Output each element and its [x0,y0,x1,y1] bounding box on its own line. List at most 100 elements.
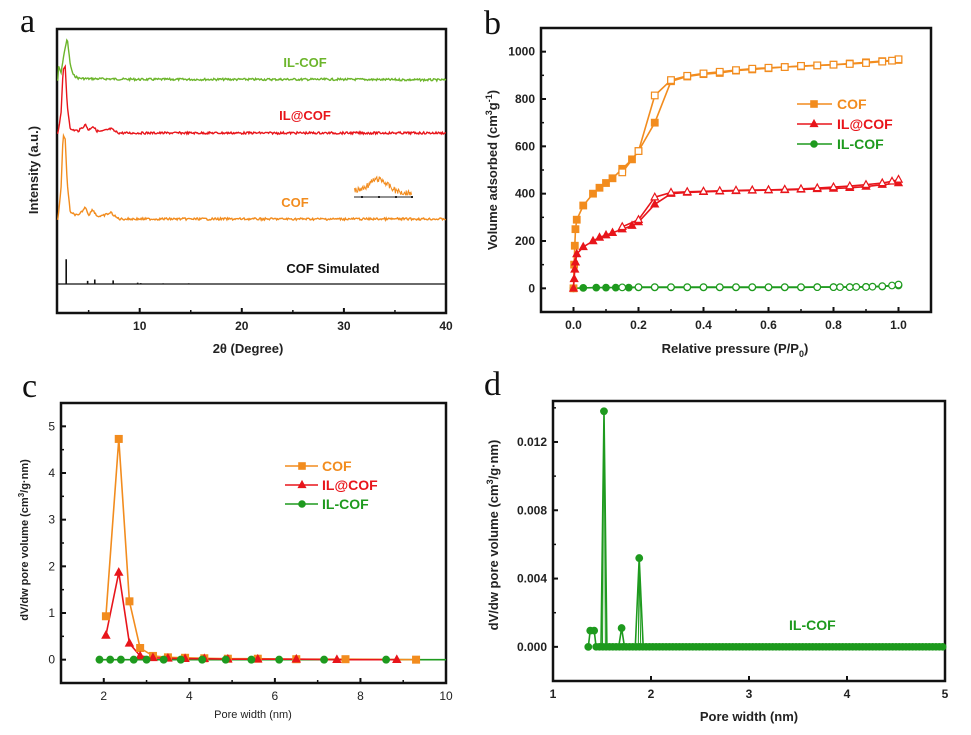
desorption-point-cof [797,61,805,70]
panel-b-y-tick-label: 600 [515,139,535,153]
panel-a-ylabel: Intensity (a.u.) [26,126,41,214]
point-il-cof [106,655,115,664]
desorption-point-il-cof [699,283,708,292]
desorption-point-il-cof [748,283,757,292]
adsorption-point-cof [579,201,588,210]
desorption-point-il-cof [747,184,757,194]
series-label: COF Simulated [286,261,379,276]
desorption-point-il-cof [813,283,822,292]
adsorption-point-il-cof [650,199,660,208]
inset-tick [395,196,397,198]
xrd-trace-il-cof [57,38,447,83]
panel-b-x-tick-label: 0.6 [760,318,777,332]
desorption-point-il-cof [617,221,627,231]
desorption-point-il-cof [836,283,844,292]
panel-c-x-tick-label: 4 [186,689,193,703]
adsorption-point-il-cof [572,248,582,258]
desorption-point-il-cof [812,182,822,192]
desorption-point-il-cof [618,283,627,292]
adsorption-point-il-cof [570,264,580,273]
desorption-point-il-cof [780,184,790,193]
point-il-cof [116,655,125,664]
adsorption-point-cof [602,179,610,187]
desorption-point-il-cof [868,282,877,291]
adsorption-point-il-cof [607,227,618,236]
panel-c-legend: COF IL@COF IL-COF [285,458,378,512]
panel-b-x-tick-label: 0.4 [695,318,712,332]
desorption-point-il-cof [829,283,838,292]
panel-b-x-tick-label: 0.0 [565,318,582,332]
desorption-point-il-cof [666,187,676,196]
panel-d-frame [551,399,947,683]
panel-b-y-tick-label: 200 [515,234,535,248]
desorption-point-il-cof [650,283,659,292]
panel-c-y-tick-label: 2 [48,559,55,573]
adsorption-point-il-cof [570,257,581,266]
adsorption-point-il-cof [611,283,620,292]
desorption-point-cof [829,60,838,69]
panel-a-x-tick-label: 30 [337,319,351,333]
panel-c-y-tick-label: 4 [48,466,55,480]
point-il-cof [101,630,111,639]
peak-point-il-cof [590,626,599,635]
line-il-cof [105,571,397,661]
point-cof [412,655,421,664]
panel-c-y-tick-label: 5 [48,419,55,433]
point-il-cof [142,655,151,664]
desorption-point-il-cof [634,283,643,292]
legend-marker-il_cof [810,140,818,148]
point-cof [125,597,134,606]
panel-a-xrd: 10 20 30 40 IL-COF IL@COF COF COF Simulated [55,27,453,333]
panel-c-pore-distribution: 2 4 6 8 10 0 1 2 3 4 5 COF IL@COF IL-COF [48,401,453,703]
legend-label-cof: COF [837,96,867,112]
inset-tick [411,196,413,198]
desorption-point-cof [650,91,659,100]
panel-b-y-tick-label: 1000 [508,45,535,59]
legend-marker-cof [298,462,306,470]
desorption-point-cof [699,69,708,78]
legend-label-cof: COF [322,458,352,474]
legend-label-il_cof: IL-COF [322,496,369,512]
desorption-point-il-cof [845,180,855,190]
xrd-trace-il-cof [56,64,447,136]
peak-point-il-cof [635,554,644,562]
panel-d-y-tick-label: 0.012 [517,435,547,449]
point-il-cof [159,655,168,664]
adsorption-point-il-cof [602,283,610,292]
adsorption-line-il-cof [572,182,899,289]
desorption-point-il-cof [780,283,789,292]
point-il-cof [247,655,256,664]
legend-label-il_at_cof: IL@COF [837,116,893,132]
panel-c-xlabel: Pore width (nm) [214,709,292,721]
peak-point-il-cof [600,407,608,416]
panel-letter-a: a [20,3,35,40]
adsorption-point-il-cof [588,235,598,245]
peak-point-il-cof [617,624,626,632]
point-cof [341,655,350,664]
panel-c-x-tick-label: 8 [357,689,364,703]
point-il-cof [320,655,329,664]
point-cof [136,643,145,652]
panel-c-x-tick-label: 10 [439,689,453,703]
line-cof [105,438,417,661]
inset-zoom [353,175,413,198]
panel-a-x-tick-label: 20 [235,319,249,333]
panel-d-x-tick-label: 5 [942,687,949,701]
desorption-point-il-cof [764,283,773,292]
panel-d-y-tick-label: 0.008 [517,503,547,517]
point-il-cof [332,654,342,663]
adsorption-point-il-cof [568,283,579,292]
desorption-point-il-cof [731,185,741,194]
desorption-point-cof [764,63,773,72]
panel-b-isotherm: 0.0 0.2 0.4 0.6 0.8 1.0 0 200 400 600 800 1000 COF IL… [508,26,933,332]
panel-b-y-tick-label: 800 [515,92,535,106]
panel-d-pore-distribution-ilcof: 1 2 3 4 5 0.000 0.004 0.008 0.012 IL-COF [517,399,949,701]
adsorption-point-cof [628,155,636,164]
desorption-point-cof [634,147,643,155]
desorption-point-il-cof [878,282,887,291]
panel-d-x-tick-label: 4 [844,687,851,701]
desorption-point-il-cof [763,184,774,194]
desorption-point-il-cof [698,186,709,195]
panel-d-ylabel: dV/dw pore volume (cm3/g·nm) [485,440,501,631]
series-label: COF [281,195,309,210]
